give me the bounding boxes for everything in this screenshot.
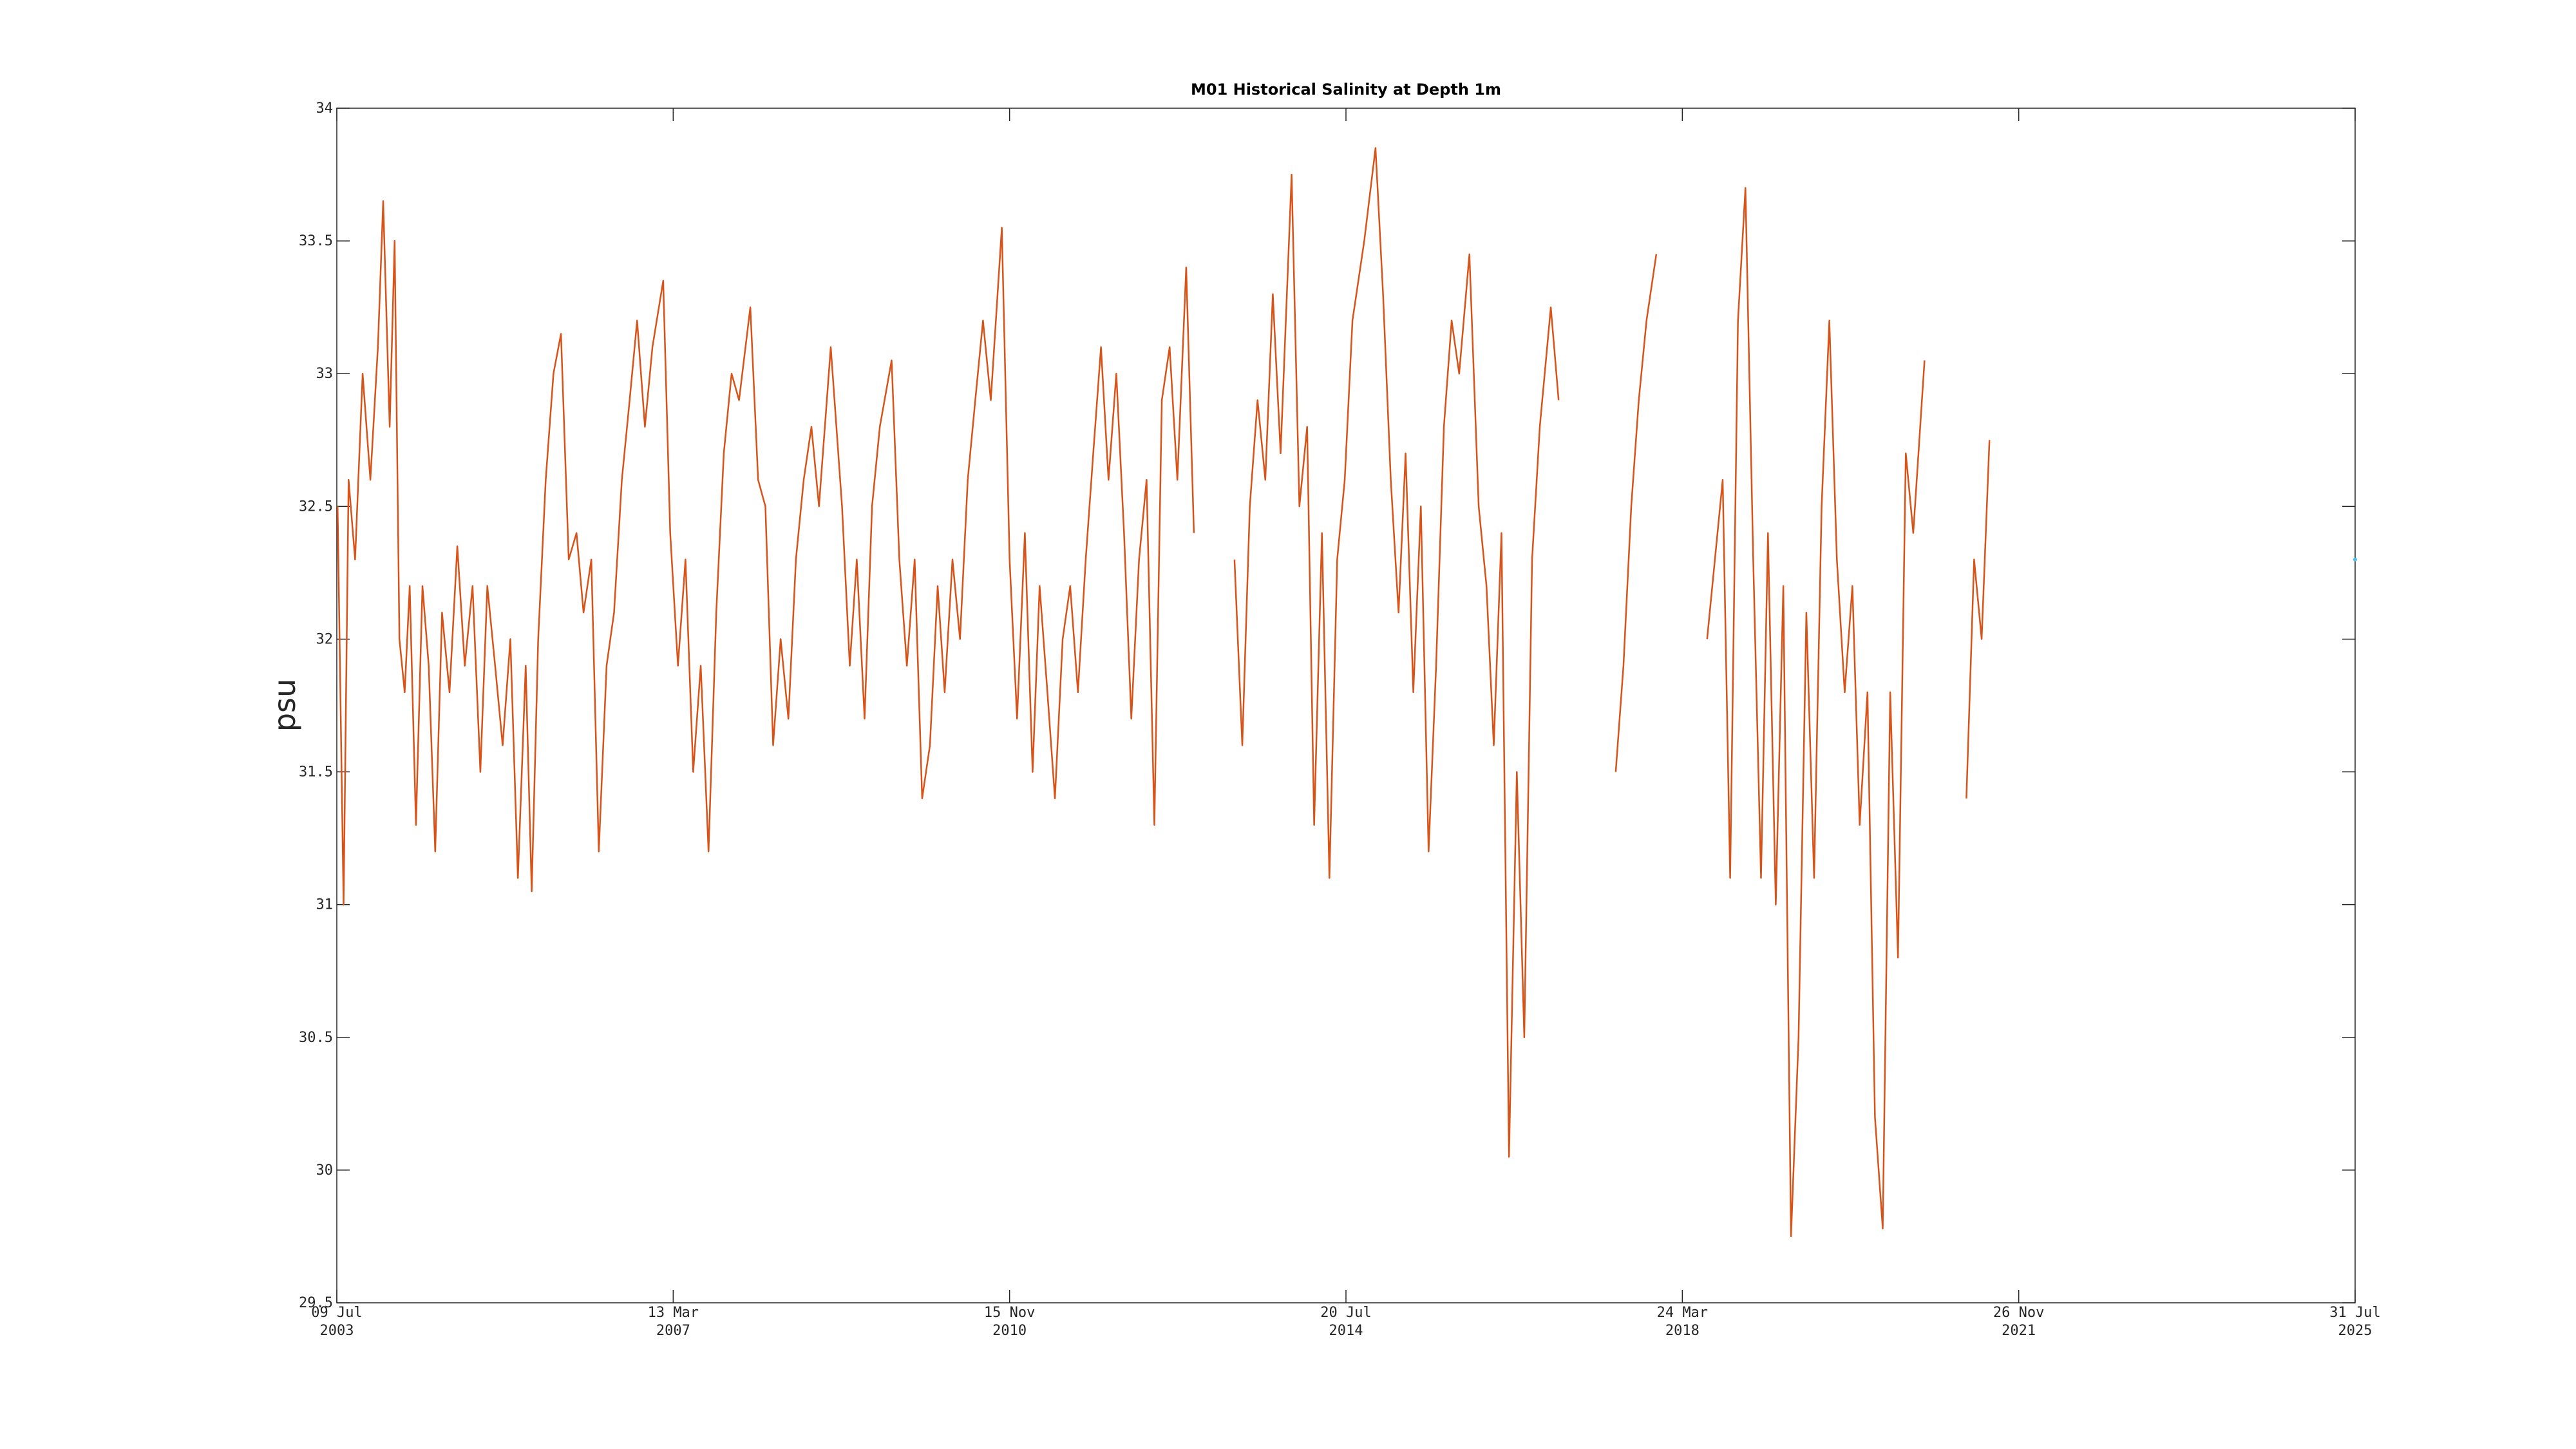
y-tick-label: 32 — [316, 631, 334, 647]
x-tick-label: 2014 — [1329, 1323, 1363, 1339]
x-tick-label: 2025 — [2338, 1323, 2372, 1339]
x-tick-label: 2007 — [656, 1323, 690, 1339]
y-tick-label: 33.5 — [299, 233, 333, 249]
x-tick-label: 2018 — [1665, 1323, 1700, 1339]
series-line — [336, 147, 1991, 1238]
y-tick-label: 30.5 — [299, 1030, 333, 1046]
x-tick-label: 20 Jul — [1320, 1305, 1371, 1321]
y-tick-label: 33 — [316, 366, 334, 382]
x-tick-label: 2021 — [2002, 1323, 2036, 1339]
x-tick-label: 09 Jul — [311, 1305, 362, 1321]
x-tick-label: 31 Jul — [2329, 1305, 2380, 1321]
x-tick-label: 2010 — [992, 1323, 1027, 1339]
x-tick-label: 26 Nov — [1993, 1305, 2044, 1321]
y-tick-label: 29.5 — [299, 1295, 333, 1311]
x-tick-label: 13 Mar — [648, 1305, 699, 1321]
x-tick-label: 15 Nov — [984, 1305, 1035, 1321]
x-tick-label: 2003 — [320, 1323, 354, 1339]
y-tick-label: 31.5 — [299, 764, 333, 781]
y-tick-label: 30 — [316, 1162, 334, 1179]
x-tick-label: 24 Mar — [1657, 1305, 1708, 1321]
y-tick-label: 31 — [316, 897, 334, 913]
chart-title: M01 Historical Salinity at Depth 1m — [1191, 80, 1501, 99]
plot-area — [336, 108, 2356, 1303]
y-tick-label: 32.5 — [299, 498, 333, 515]
y-axis-label: psu — [267, 679, 302, 732]
data-point — [2353, 557, 2357, 562]
y-tick-label: 34 — [316, 100, 334, 117]
